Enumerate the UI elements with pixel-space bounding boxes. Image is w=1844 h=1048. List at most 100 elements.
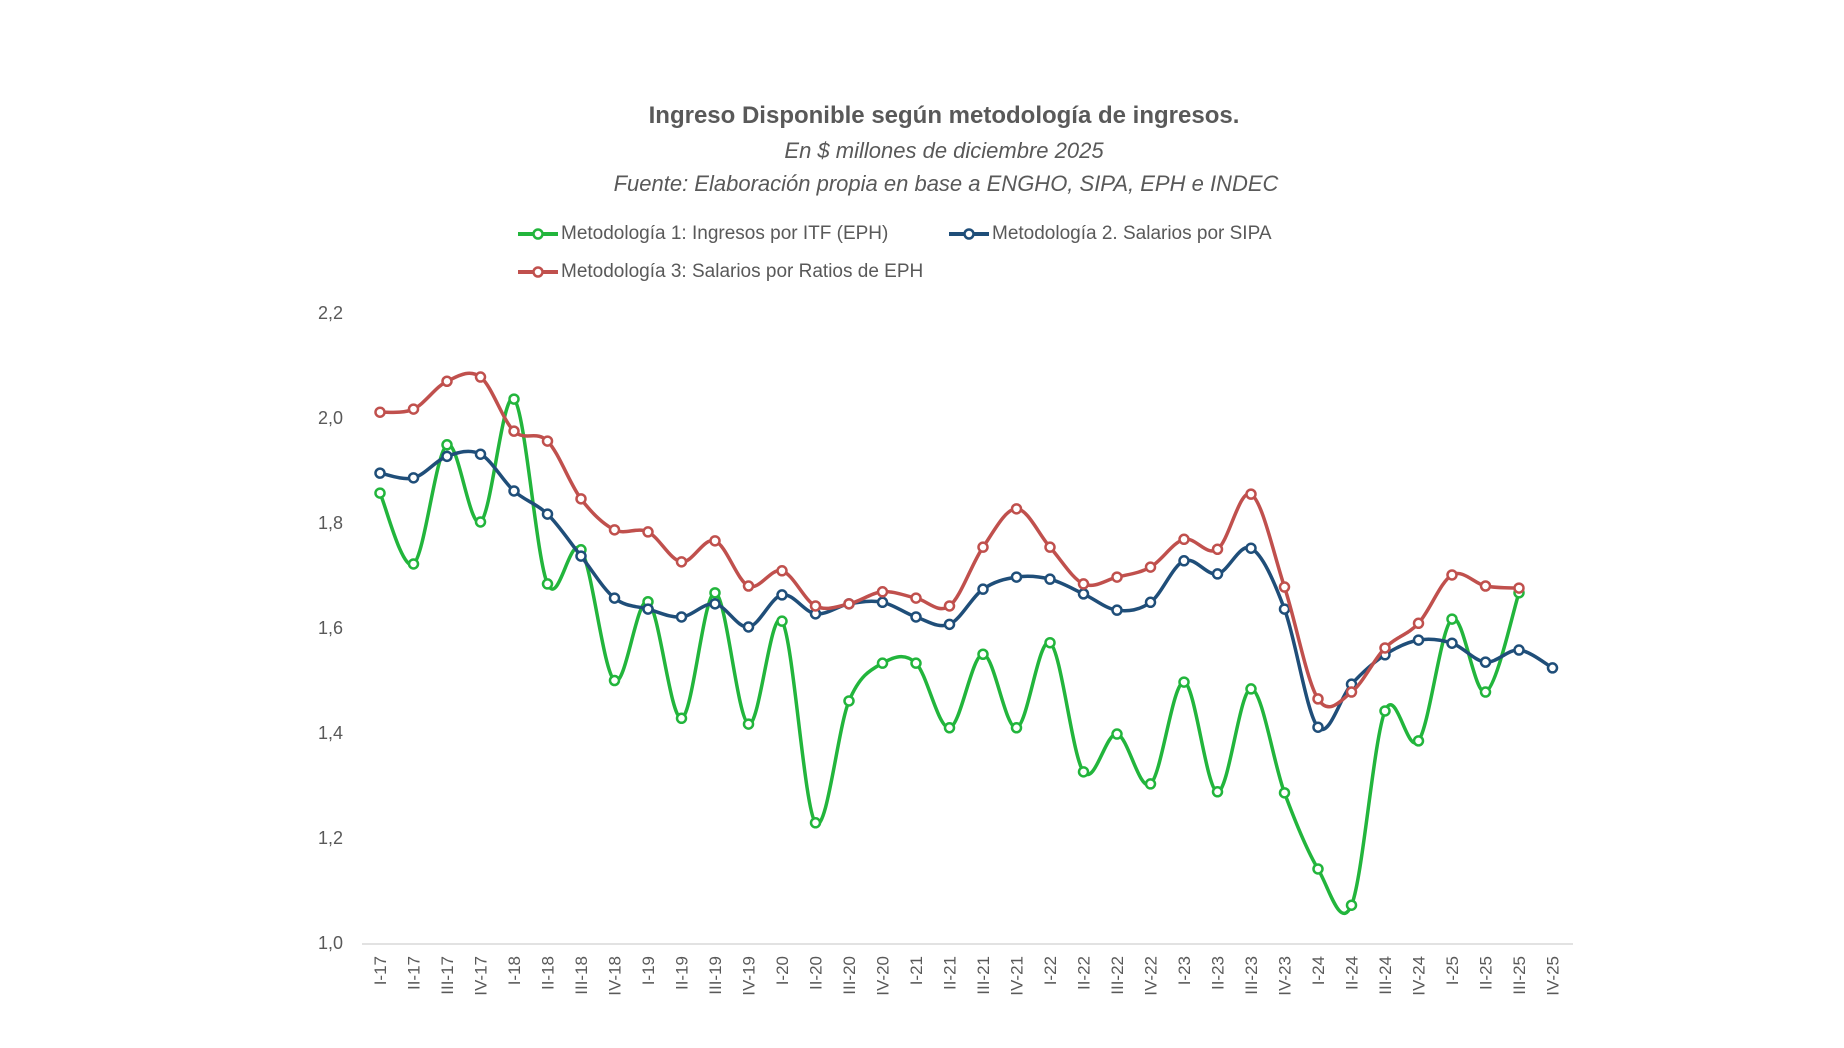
data-point [1010, 503, 1023, 515]
data-point [1412, 634, 1425, 646]
data-point [1446, 569, 1458, 581]
data-point [1077, 588, 1090, 600]
data-point [709, 587, 721, 599]
series-line-1 [378, 397, 1521, 916]
data-point [1312, 863, 1324, 875]
x-tick-label: II-19 [673, 956, 692, 990]
x-tick-label: I-20 [773, 956, 792, 985]
data-point [1245, 542, 1257, 554]
x-tick-label: IV-21 [1008, 956, 1027, 996]
x-tick-label: I-21 [907, 956, 926, 985]
x-tick-label: II-18 [539, 956, 558, 990]
data-point [876, 596, 889, 609]
data-point [575, 493, 587, 505]
data-point [1211, 568, 1224, 580]
chart-subtitle: En $ millones de diciembre 2025 [784, 138, 1104, 163]
data-point [910, 657, 922, 669]
data-point [910, 611, 922, 623]
x-tick-label: II-21 [941, 956, 960, 990]
data-point [474, 371, 487, 383]
data-point [1010, 571, 1023, 583]
data-point [977, 648, 989, 660]
x-tick-label: II-20 [807, 956, 826, 990]
y-axis: 1,0 1,2 1,4 1,6 1,8 2,0 2,2 [318, 303, 343, 953]
x-tick-label: III-25 [1510, 956, 1529, 995]
legend-marker-series-1-icon [518, 228, 558, 240]
data-point [1479, 580, 1492, 592]
data-point [809, 600, 822, 612]
x-tick-label: IV-18 [606, 956, 625, 996]
x-tick-label: IV-25 [1544, 956, 1563, 996]
data-point [776, 589, 788, 601]
data-point [575, 550, 587, 562]
data-point [541, 435, 554, 447]
legend-item-series-1: Metodología 1: Ingresos por ITF (EPH) [517, 221, 888, 247]
x-tick-label: II-24 [1343, 956, 1362, 990]
data-point [977, 583, 989, 595]
data-point [1479, 686, 1492, 698]
data-point [374, 406, 386, 418]
data-point [1178, 555, 1190, 567]
data-point [1178, 676, 1190, 688]
data-point [1446, 613, 1458, 625]
data-point [1010, 722, 1023, 734]
x-tick-label: III-17 [438, 956, 457, 995]
data-point [642, 603, 654, 615]
data-point [474, 448, 487, 460]
x-tick-label: IV-22 [1142, 956, 1161, 996]
data-point [977, 541, 989, 553]
data-point [1178, 533, 1190, 546]
data-point [474, 516, 487, 528]
data-point [809, 817, 822, 829]
data-point [876, 586, 889, 598]
x-tick-label: III-23 [1242, 956, 1261, 995]
data-point [1044, 541, 1056, 553]
x-tick-label: III-21 [974, 956, 993, 995]
y-tick-label: 1,0 [318, 933, 343, 953]
data-point [675, 556, 688, 568]
data-point [1278, 787, 1291, 799]
data-point [1513, 582, 1525, 594]
legend-label-series-1: Metodología 1: Ingresos por ITF (EPH) [561, 223, 889, 244]
x-tick-label: III-18 [572, 956, 591, 995]
data-point [608, 674, 621, 687]
x-tick-label: II-22 [1075, 956, 1094, 990]
data-point [1312, 693, 1324, 705]
series-3 [374, 371, 1525, 709]
data-point [508, 485, 520, 497]
y-tick-label: 2,0 [318, 408, 343, 428]
data-point [1345, 899, 1358, 911]
data-point [374, 467, 386, 479]
legend-label-series-3: Metodología 3: Salarios por Ratios de EP… [561, 261, 924, 282]
data-point [1111, 571, 1123, 583]
legend-marker-series-2-icon [949, 228, 989, 240]
data-point [407, 472, 420, 484]
y-tick-label: 1,4 [318, 723, 343, 743]
y-tick-label: 1,2 [318, 828, 343, 848]
data-point [1211, 543, 1224, 555]
data-point [1546, 662, 1559, 674]
data-point [843, 695, 855, 707]
data-point [1412, 617, 1425, 630]
x-tick-label: I-18 [505, 956, 524, 985]
x-tick-label: IV-20 [874, 956, 893, 996]
x-axis: I-17 II-17 III-17 IV-17 I-18 II-18 III-18 IV-18… [371, 956, 1563, 996]
data-point [508, 425, 520, 437]
data-point [742, 718, 755, 730]
x-tick-label: II-25 [1477, 956, 1496, 990]
x-tick-label: IV-23 [1276, 956, 1295, 996]
data-point [1245, 488, 1257, 500]
data-point [1144, 596, 1157, 609]
x-tick-label: IV-24 [1410, 956, 1429, 996]
x-tick-label: I-22 [1041, 956, 1060, 985]
x-tick-label: I-23 [1175, 956, 1194, 985]
chart-title: Ingreso Disponible según metodología de … [648, 102, 1240, 129]
data-point [541, 508, 554, 520]
data-point [1312, 721, 1324, 733]
data-point [1077, 578, 1090, 590]
data-point [608, 524, 621, 536]
data-point [843, 598, 855, 610]
data-point [742, 580, 755, 592]
x-tick-label: I-24 [1309, 956, 1328, 985]
data-point [1446, 637, 1458, 649]
